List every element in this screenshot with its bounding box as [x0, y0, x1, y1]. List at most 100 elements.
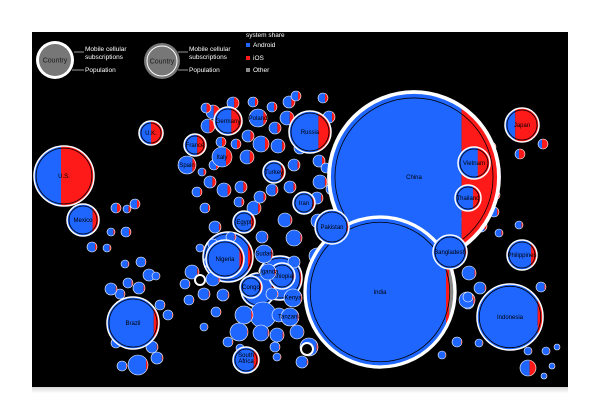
country-label: Nigeria	[215, 257, 235, 263]
bubble-germany: Germany	[213, 106, 243, 136]
chart-panel: China India U.S. Indonesia Brazil Russia Japan…	[32, 32, 568, 387]
outline-bubble	[300, 342, 314, 356]
bubble	[285, 229, 303, 247]
bubble-brazil: Brazil	[106, 296, 160, 350]
bubble	[122, 277, 134, 289]
bubble	[229, 322, 249, 342]
bubble	[104, 282, 118, 296]
bubbles-layer: China India U.S. Indonesia Brazil Russia Japan…	[33, 90, 561, 380]
country-label: Italy	[216, 155, 227, 161]
panel-shadow	[32, 387, 568, 393]
bubble	[127, 354, 149, 376]
country-label: Pakistan	[320, 225, 343, 231]
outline-bubble	[194, 274, 206, 286]
bubble-poland: Poland	[249, 108, 267, 128]
bubble	[200, 118, 216, 134]
country-label: Japan	[514, 123, 530, 129]
bubble	[548, 362, 556, 370]
bubble	[269, 327, 285, 343]
size-key-1-inner	[39, 44, 71, 76]
bubble	[277, 212, 293, 228]
country-label: France	[186, 143, 205, 149]
bubble	[179, 278, 191, 290]
country-label: Brazil	[125, 321, 140, 327]
bubble-indonesia: Indonesia	[476, 283, 544, 351]
country-label: Russia	[301, 130, 320, 136]
country-label: Bangladesh	[434, 250, 466, 256]
ios-legend-label: iOS	[253, 55, 265, 62]
bubble	[150, 351, 164, 365]
bubble	[132, 281, 146, 295]
bubble	[122, 204, 132, 214]
bubble	[265, 287, 279, 301]
country-label: Indonesia	[497, 315, 524, 321]
bubble-sudan: Sudan	[254, 244, 274, 264]
size-key-1: Country Mobile cellular subscriptions Po…	[36, 41, 127, 79]
bubble	[535, 281, 547, 293]
bubble	[208, 220, 222, 234]
bubble	[287, 158, 301, 172]
bubble	[523, 346, 533, 356]
bubble-turkey: Turkey	[262, 160, 286, 184]
bubble-egypt: Egypt	[232, 210, 256, 234]
country-label: U.K.	[145, 131, 157, 137]
bubble	[199, 202, 211, 214]
country-label: Vietnam	[463, 161, 485, 167]
country-label: South Africa	[238, 353, 254, 365]
bubble	[215, 136, 227, 148]
bubble	[541, 346, 551, 356]
country-label: Uganda	[257, 269, 279, 275]
bubble	[253, 190, 267, 204]
bubble-russia: Russia	[288, 110, 332, 154]
country-label: Turkey	[265, 170, 283, 176]
bubble-france: France	[183, 133, 207, 157]
country-label: India	[373, 290, 387, 296]
bubble	[462, 291, 474, 303]
country-label: Kenya	[284, 295, 302, 301]
bubble-thailand: Thailand	[454, 184, 482, 212]
other-swatch	[246, 68, 250, 72]
bubble-pakistan: Pakistan	[314, 209, 350, 245]
country-label: Ethiopia	[271, 274, 293, 280]
size-key-2-circle-label: Country	[150, 59, 175, 66]
bubble-south-africa: South Africa	[232, 346, 260, 374]
country-label: Iran	[299, 201, 309, 207]
bubble-map-chart: China India U.S. Indonesia Brazil Russia Japan…	[33, 32, 561, 380]
size-key-2-inner-label: Population	[189, 67, 220, 74]
bubble-philippines: Philippines	[506, 239, 538, 271]
country-label: Congo	[242, 285, 260, 291]
bubble	[519, 359, 537, 377]
bubble	[295, 355, 309, 369]
country-label: Egypt	[236, 220, 252, 226]
country-label: Mexico	[73, 218, 93, 224]
bubble	[474, 338, 484, 348]
bubble	[265, 183, 279, 197]
bubble	[233, 196, 245, 208]
bubble	[120, 226, 132, 238]
size-key-2-inner	[144, 43, 180, 79]
country-label: Sudan	[255, 251, 272, 257]
bubble	[553, 343, 561, 351]
other-legend-label: Other	[253, 67, 270, 74]
bubble	[437, 350, 447, 360]
bubble	[246, 200, 262, 216]
share-legend: system share Android iOS Other	[246, 32, 285, 74]
bubble	[473, 281, 487, 295]
bubble-bangladesh: Bangladesh	[432, 234, 468, 270]
country-label: Germany	[216, 119, 241, 125]
bubble	[239, 149, 255, 165]
bubble	[283, 180, 297, 194]
bubble	[252, 324, 270, 342]
android-legend-label: Android	[253, 42, 276, 49]
bubble-kenya: Kenya	[283, 288, 303, 308]
android-swatch	[246, 43, 250, 47]
bubble	[514, 220, 524, 230]
bubble	[203, 175, 217, 189]
bubble-vietnam: Vietnam	[457, 146, 491, 180]
country-label: Spain	[179, 163, 194, 169]
bubble	[162, 309, 174, 321]
size-key-2-outer	[146, 45, 178, 77]
bubble	[195, 243, 205, 253]
bubble-u-s-: U.S.	[33, 145, 95, 207]
bubble	[269, 341, 281, 353]
